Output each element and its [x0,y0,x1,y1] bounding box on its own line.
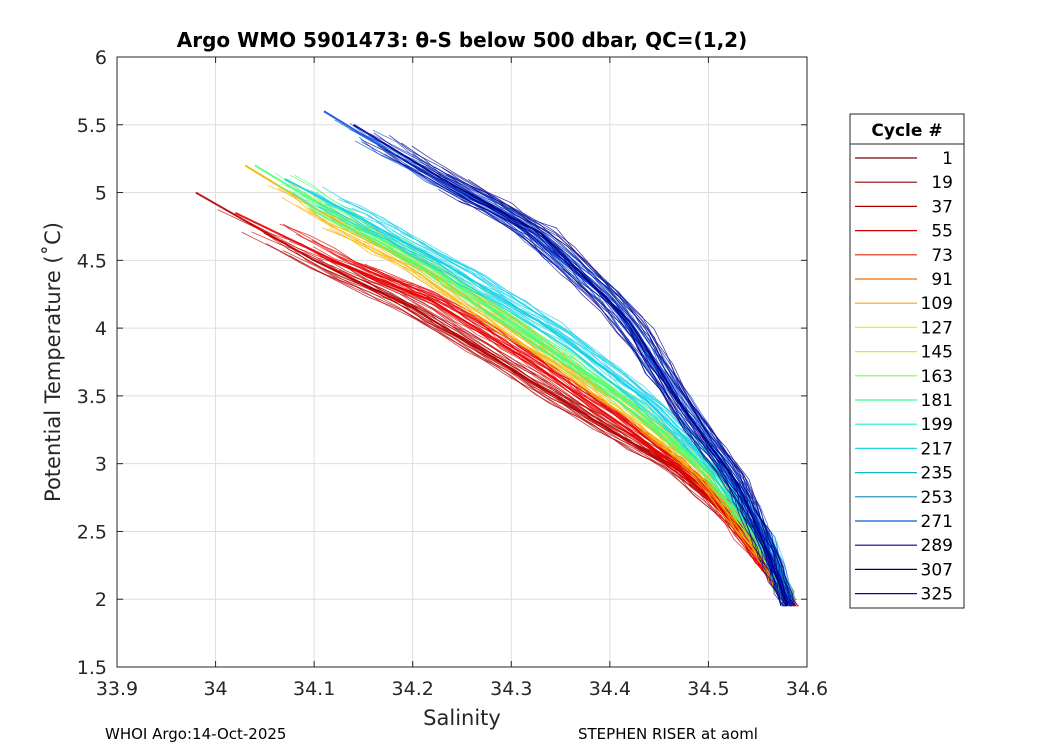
legend-label: 19 [931,173,953,193]
profile-line [360,139,784,607]
chart-title: Argo WMO 5901473: θ-S below 500 dbar, QC… [177,28,747,52]
legend-label: 91 [931,270,953,290]
profile-line [373,132,789,606]
legend-label: 253 [921,488,953,508]
y-tick-label: 4 [95,318,107,340]
x-ticks: 33.9 34 34.1 34.2 34.3 34.4 34.5 34.6 [96,57,828,700]
x-axis-label: Salinity [423,706,501,730]
legend-label: 199 [921,415,953,435]
profile-line [468,197,787,607]
legend-label: 55 [931,222,953,242]
legend-label: 37 [931,197,953,217]
series-group [353,123,796,607]
profile-line [312,210,785,600]
y-axis-label: Potential Temperature (˚C) [41,222,65,502]
legend-label: 217 [921,439,953,459]
legend-box [849,113,965,609]
y-tick-label: 5 [95,183,107,205]
footer-right: STEPHEN RISER at aoml [578,725,758,743]
legend-label: 1 [942,149,953,169]
x-tick-label: 34.6 [786,678,828,700]
legend-title: Cycle # [871,121,942,141]
y-tick-label: 5.5 [77,115,107,137]
profile-line [321,227,780,599]
legend-label: 235 [921,464,953,484]
profile-line [467,178,796,607]
legend-label: 109 [921,294,953,314]
y-tick-label: 1.5 [77,657,107,679]
y-tick-label: 4.5 [77,250,107,272]
profile-line [317,257,787,600]
legend-label: 271 [921,512,953,532]
y-tick-label: 2.5 [77,521,107,543]
y-tick-label: 6 [95,47,107,69]
legend-label: 127 [921,318,953,338]
x-tick-label: 34.2 [392,678,434,700]
footer-left: WHOI Argo:14-Oct-2025 [105,725,287,743]
x-tick-label: 34.4 [589,678,631,700]
x-tick-label: 34.5 [687,678,729,700]
profile-line [251,231,787,600]
y-tick-label: 3.5 [77,386,107,408]
profile-line [339,216,781,600]
x-tick-label: 34.3 [490,678,532,700]
profile-line [433,166,792,606]
data-series [195,110,800,607]
legend-label: 307 [921,560,953,580]
profile-line [464,182,791,607]
y-tick-label: 3 [95,454,107,476]
legend-label: 325 [921,585,953,605]
profile-line [444,184,788,607]
profile-line [309,209,787,600]
y-tick-label: 2 [95,589,107,611]
plot-frame [116,56,808,668]
profile-line [457,200,782,607]
profile-line [412,153,791,606]
legend-label: 73 [931,246,953,266]
y-ticks: 1.5 2 2.5 3 3.5 4 4.5 5 5.5 6 [77,47,807,679]
x-tick-label: 34.1 [293,678,335,700]
plot-background [117,57,807,667]
x-tick-label: 33.9 [96,678,138,700]
legend-entries: 1 19 37 55 73 91 109 127 145 163 181 199 217 235 253 27… [855,149,953,605]
profile-line [383,142,791,606]
legend: Cycle # 1 19 37 55 73 91 109 127 145 163 181 199 217… [849,113,965,609]
profile-line [361,141,782,606]
legend-label: 181 [921,391,953,411]
x-tick-label: 34 [203,678,227,700]
legend-label: 163 [921,367,953,387]
legend-label: 289 [921,536,953,556]
legend-label: 145 [921,343,953,363]
profile-line [437,188,782,607]
